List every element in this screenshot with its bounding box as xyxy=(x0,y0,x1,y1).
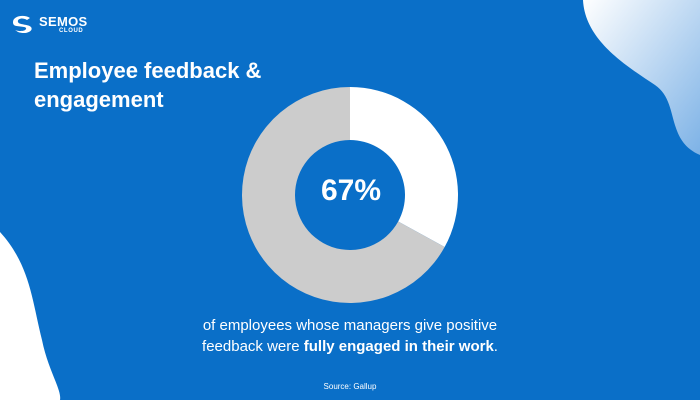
brand-logo: SEMOS CLOUD xyxy=(10,14,87,34)
top-right-blob xyxy=(583,0,700,155)
bottom-left-blob xyxy=(0,232,61,400)
chart-title-line-1: Employee feedback & xyxy=(34,58,262,83)
chart-title-line-2: engagement xyxy=(34,87,164,112)
donut-slice-1 xyxy=(350,87,458,248)
caption-line-2-suffix: . xyxy=(493,338,498,355)
chart-title: Employee feedback & engagement xyxy=(34,56,294,114)
caption-line-2: feedback were fully engaged in their wor… xyxy=(150,336,550,357)
chart-caption: of employees whose managers give positiv… xyxy=(150,315,550,357)
caption-line-2-prefix: feedback were xyxy=(202,338,304,355)
donut-slice-2 xyxy=(242,87,445,303)
brand-sub: CLOUD xyxy=(59,27,84,34)
caption-highlight: fully engaged in their work xyxy=(303,338,494,355)
caption-line-1: of employees whose managers give positiv… xyxy=(202,317,498,334)
donut-center-value: 67% xyxy=(320,174,382,207)
donut-chart xyxy=(242,87,458,303)
brand-name: SEMOS xyxy=(39,13,88,29)
semos-logo-icon xyxy=(13,15,32,34)
source-note: Source: Gallup xyxy=(323,382,377,391)
